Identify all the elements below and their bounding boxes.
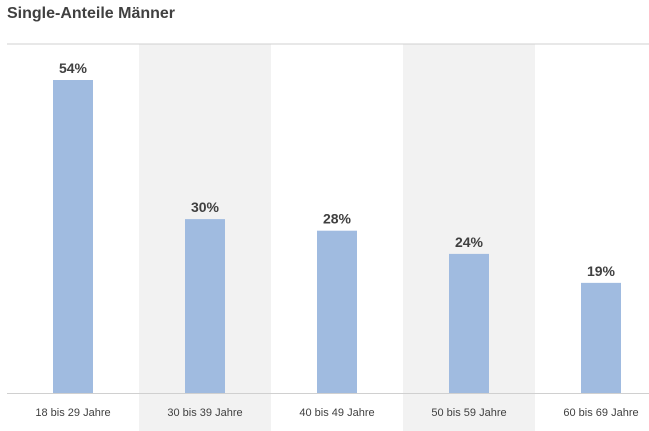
chart-title: Single-Anteile Männer (7, 5, 176, 22)
tick-labels: 18 bis 29 Jahre 30 bis 39 Jahre 40 bis 49 … (35, 407, 638, 419)
value-labels: 54% 30% 28% 24% 19% (59, 60, 616, 279)
value-label: 28% (323, 211, 352, 227)
bar (581, 282, 621, 393)
x-tick-label: 18 bis 29 Jahre (35, 407, 110, 419)
value-label: 54% (59, 60, 88, 76)
bar (317, 230, 357, 393)
bar (185, 219, 225, 393)
value-label: 19% (587, 263, 616, 279)
x-tick-label: 30 bis 39 Jahre (167, 407, 242, 419)
bars (53, 80, 621, 393)
value-label: 30% (191, 199, 220, 215)
x-tick-label: 60 bis 69 Jahre (563, 407, 638, 419)
x-tick-label: 50 bis 59 Jahre (431, 407, 506, 419)
x-tick-label: 40 bis 49 Jahre (299, 407, 374, 419)
bar (53, 80, 93, 393)
value-label: 24% (455, 234, 484, 250)
bar (449, 253, 489, 393)
